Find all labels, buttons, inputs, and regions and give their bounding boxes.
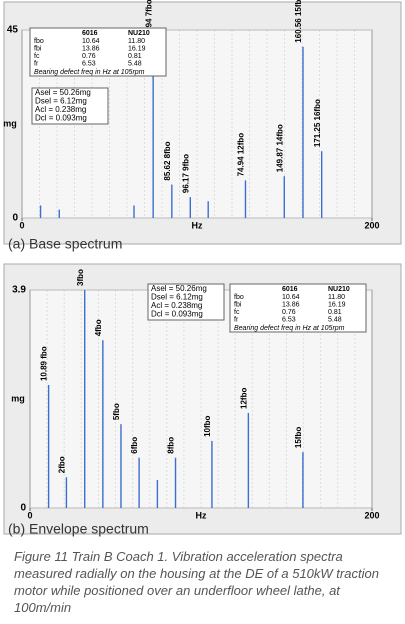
peak-label: 10.89 fbo [40,346,49,381]
stat: Dcl = 0.093mg [151,310,203,319]
table-cell: fc [234,309,240,316]
y-tick-label: 45 [7,25,19,36]
peak-label: 74.94 7fbo [144,0,153,39]
x-tick-label: 200 [364,510,379,520]
peak-label: 5fbo [112,403,121,420]
stat: Dsel = 6.12mg [35,97,87,106]
table-cell: 6.53 [82,60,96,67]
table-cell: 0.76 [82,53,96,60]
stats-box [147,283,225,321]
peak-label: 6fbo [130,437,139,454]
table-cell: 0.81 [328,309,342,316]
table-cell: 5.48 [128,60,142,67]
stat: Dcl = 0.093mg [35,114,87,123]
peak-label: 149.87 14fbo [275,124,284,172]
x-axis-label: Hz [196,510,207,520]
peak-label: 171.25 16fbo [313,99,322,147]
peak-label: 4fbo [94,319,103,336]
table-cell: fbi [234,301,242,308]
peak-label: 160.56 15fbo [294,0,303,43]
table-cell: fc [34,53,40,60]
stat: Asel = 50.26mg [35,88,91,97]
table-cell: 10.64 [282,294,300,301]
y-axis-label: mg [3,118,17,128]
table-header: NU210 [128,30,150,37]
table-cell: fbo [34,38,44,45]
table-header: NU210 [328,286,350,293]
stat: Acl = 0.238mg [35,105,86,114]
peak-label: 8fbo [167,437,176,454]
peak-label: 85.62 8fbo [163,141,172,180]
x-tick-label: 0 [19,220,24,230]
x-tick-label: 200 [364,220,379,230]
stat: Dsel = 6.12mg [151,293,203,302]
subtitle: (a) Base spectrum [8,236,122,252]
table-cell: fbo [234,294,244,301]
table-cell: 11.80 [128,38,145,45]
figure-caption: Figure 11 Train B Coach 1. Vibration acc… [14,549,379,615]
peak-label: 3fbo [76,269,85,286]
table-cell: 11.80 [328,294,345,301]
figure: 0 45 0 200 mg Hz (a) Base spectrum 74.94 7fbo 85… [3,0,402,537]
x-tick-label: 0 [27,510,32,520]
stats-box [31,87,109,125]
peak-label: 74.94 12fbo [237,133,246,177]
table-cell: 13.86 [82,45,100,52]
table-box [229,283,367,333]
y-tick-label: 0 [12,213,18,224]
table-note: Bearing defect freq in Hz at 105rpm [34,69,145,76]
table-box [29,27,167,77]
y-tick-label: 3.9 [12,285,26,296]
table-cell: 0.76 [282,309,296,316]
peak-label: 15fbo [294,427,303,448]
table-cell: 0.81 [128,53,142,60]
table-header: 6016 [82,30,98,37]
table-header: 6016 [282,286,298,293]
table-cell: fbi [34,45,42,52]
peak-label: 12fbo [239,388,248,409]
stat: Asel = 50.26mg [151,284,207,293]
y-tick-label: 0 [20,503,26,514]
table-note: Bearing defect freq in Hz at 105rpm [234,325,345,332]
subtitle: (b) Envelope spectrum [8,521,149,537]
y-axis-label: mg [11,393,25,403]
table-cell: 13.86 [282,301,300,308]
peak-label: 2fbo [58,456,67,473]
table-cell: fr [234,316,239,323]
peak-label: 96.17 9fbo [181,154,190,193]
table-cell: 16.19 [128,45,146,52]
table-cell: fr [34,60,39,67]
x-axis-label: Hz [192,220,203,230]
table-cell: 10.64 [82,38,100,45]
stat: Acl = 0.238mg [151,301,202,310]
table-cell: 16.19 [328,301,346,308]
peak-label: 10fbo [203,415,212,436]
table-cell: 5.48 [328,316,342,323]
table-cell: 6.53 [282,316,296,323]
